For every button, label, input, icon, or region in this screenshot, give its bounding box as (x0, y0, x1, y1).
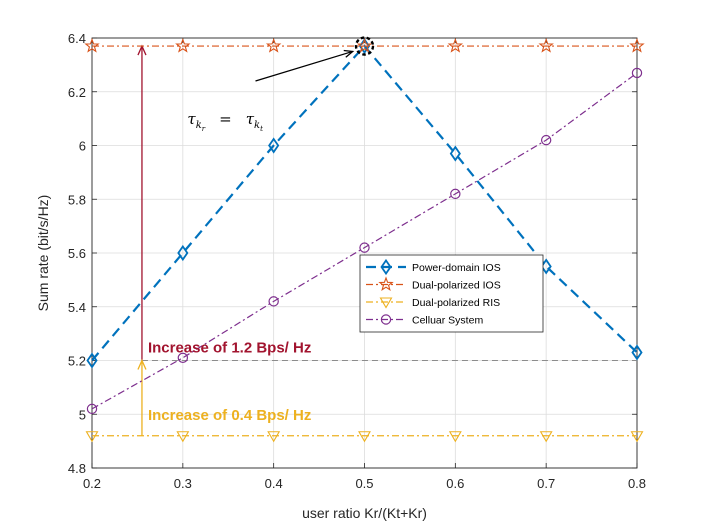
legend-entry: Power-domain IOS (366, 258, 501, 276)
series-celluar-system (86, 67, 643, 415)
legend: Power-domain IOS Dual-polarized IOS Dual-p… (359, 254, 544, 333)
tau-left-subsub: r (202, 125, 206, 133)
tau-symbol-left: τ (187, 110, 196, 128)
legend-label: Dual-polarized IOS (412, 280, 501, 292)
data-point (177, 244, 189, 262)
data-point (629, 37, 645, 53)
data-point (630, 431, 644, 443)
y-axis-ticks: 4.8 5 5.2 5.4 5.6 5.8 6 6.2 6.4 (68, 31, 637, 476)
data-point (358, 431, 371, 443)
data-point (450, 188, 461, 200)
tau-symbol-right: τ (246, 110, 255, 128)
series-dual-polarized-ris (85, 431, 644, 443)
legend-marker (378, 276, 394, 292)
y-tick-label: 5.8 (68, 192, 86, 207)
x-axis-label: user ratio Kr/(Kt+Kr) (302, 505, 427, 521)
y-tick-label: 6 (79, 139, 86, 154)
series-line (91, 72, 638, 410)
tau-equality-annotation: τkr= τkt (187, 49, 355, 133)
data-point (86, 352, 98, 369)
tau-right-subsub: t (260, 125, 263, 133)
data-point (175, 37, 191, 53)
x-tick-label: 0.3 (174, 476, 192, 491)
tau-arrow-head (343, 49, 355, 58)
annotations (137, 44, 637, 436)
increase-0-4-annotation: Increase of 0.4 Bps/ Hz (148, 407, 311, 424)
data-point (539, 431, 553, 443)
data-point (631, 67, 643, 79)
legend-marker (380, 258, 392, 276)
legend-entry: Celluar System (366, 314, 483, 327)
legend-entry: Dual-polarized IOS (366, 276, 501, 292)
data-point (447, 37, 464, 53)
y-tick-label: 5.2 (68, 354, 86, 369)
x-tick-label: 0.6 (446, 476, 464, 491)
y-tick-label: 5 (79, 407, 86, 422)
grid-lines (91, 37, 638, 469)
data-point (540, 134, 552, 146)
legend-label: Power-domain IOS (412, 262, 501, 274)
legend-label: Celluar System (412, 315, 483, 327)
data-point (268, 296, 279, 307)
increase-1-2-annotation: Increase of 1.2 Bps/ Hz (148, 340, 311, 357)
yellow-arrow-head (137, 358, 147, 370)
x-tick-label: 0.8 (628, 476, 646, 491)
data-point (265, 37, 282, 53)
data-point (538, 37, 554, 53)
peak-highlight-circle (354, 36, 375, 56)
svg-text:τkr=τkt: τkr= τkt (187, 110, 263, 133)
data-point (177, 352, 189, 364)
x-axis-ticks: 0.2 0.3 0.4 0.5 0.6 0.7 0.8 (83, 38, 646, 491)
series-layer (84, 36, 645, 443)
tau-left-sub: k (196, 120, 202, 131)
legend-entry: Dual-polarized RIS (366, 297, 500, 309)
data-point (84, 37, 100, 53)
legend-marker (380, 314, 392, 325)
x-tick-label: 0.7 (537, 476, 555, 491)
y-tick-label: 4.8 (68, 461, 86, 476)
y-axis-label: Sum rate (bit/s/Hz) (35, 195, 51, 312)
legend-label: Dual-polarized RIS (412, 297, 500, 309)
data-point (449, 145, 461, 162)
data-point (356, 37, 373, 53)
x-tick-label: 0.2 (83, 476, 101, 491)
data-point (268, 137, 280, 154)
y-tick-label: 6.4 (68, 31, 86, 46)
data-point (267, 431, 281, 443)
legend-marker (379, 297, 393, 309)
tau-arrow-shaft (255, 50, 353, 82)
data-point (631, 344, 643, 361)
data-point (86, 403, 98, 415)
data-point (359, 242, 370, 253)
x-tick-label: 0.5 (355, 476, 373, 491)
x-tick-label: 0.4 (265, 476, 283, 491)
data-point (448, 431, 462, 443)
data-point (85, 431, 99, 443)
series-dual-polarized-ios (84, 37, 645, 53)
y-tick-label: 5.4 (68, 300, 86, 315)
y-tick-label: 6.2 (68, 85, 86, 100)
y-tick-label: 5.6 (68, 246, 86, 261)
tau-right-sub: k (254, 120, 260, 131)
tau-equals: = (219, 110, 232, 128)
data-point (176, 431, 190, 443)
